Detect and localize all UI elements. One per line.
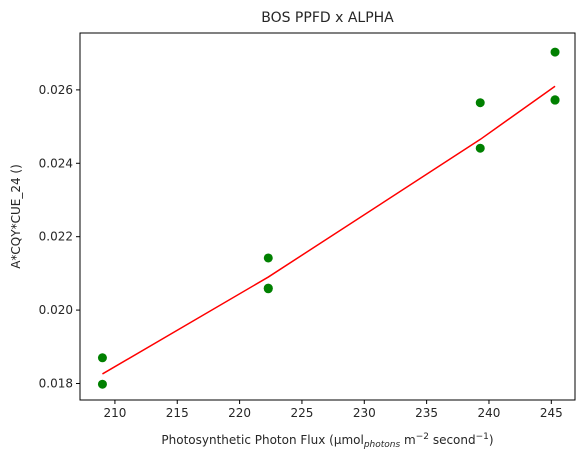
data-point bbox=[263, 253, 273, 263]
x-tick-label: 235 bbox=[415, 406, 438, 420]
chart-title: BOS PPFD x ALPHA bbox=[261, 10, 394, 26]
x-tick-label: 230 bbox=[353, 406, 376, 420]
x-axis-ticks: 210 215 220 225 230 235 240 245 bbox=[103, 400, 563, 420]
data-point bbox=[550, 47, 560, 57]
data-point bbox=[97, 379, 107, 389]
x-tick-label: 210 bbox=[103, 406, 126, 420]
x-tick-label: 225 bbox=[290, 406, 313, 420]
plot-frame bbox=[79, 32, 576, 401]
data-point bbox=[550, 95, 560, 105]
y-tick-label: 0.024 bbox=[39, 156, 73, 170]
x-axis-label-superscript-1: −2 bbox=[416, 432, 429, 442]
data-point bbox=[475, 143, 485, 153]
fit-line bbox=[102, 85, 556, 375]
x-axis-label-mid: m bbox=[400, 433, 416, 447]
x-axis-label-mid-2: second bbox=[429, 433, 476, 447]
x-axis-label: Photosynthetic Photon Flux (μmolphotons … bbox=[161, 432, 493, 450]
x-tick-label: 215 bbox=[166, 406, 189, 420]
x-tick-label: 220 bbox=[228, 406, 251, 420]
y-tick-label: 0.018 bbox=[39, 376, 73, 390]
plot-marks bbox=[97, 47, 560, 389]
y-tick-label: 0.026 bbox=[39, 83, 73, 97]
x-axis-label-subscript: photons bbox=[363, 440, 401, 450]
data-point bbox=[97, 353, 107, 363]
data-point bbox=[475, 98, 485, 108]
x-tick-label: 245 bbox=[540, 406, 563, 420]
y-axis-ticks: 0.018 0.020 0.022 0.024 0.026 bbox=[39, 83, 80, 390]
x-tick-label: 240 bbox=[478, 406, 501, 420]
x-axis-label-superscript-2: −1 bbox=[476, 432, 489, 442]
y-axis-label: A*CQY*CUE_24 () bbox=[9, 164, 23, 269]
x-axis-label-main: Photosynthetic Photon Flux (μmol bbox=[161, 433, 363, 447]
data-point bbox=[263, 283, 273, 293]
x-axis-label-end: ) bbox=[489, 433, 494, 447]
y-tick-label: 0.022 bbox=[39, 230, 73, 244]
y-tick-label: 0.020 bbox=[39, 303, 73, 317]
